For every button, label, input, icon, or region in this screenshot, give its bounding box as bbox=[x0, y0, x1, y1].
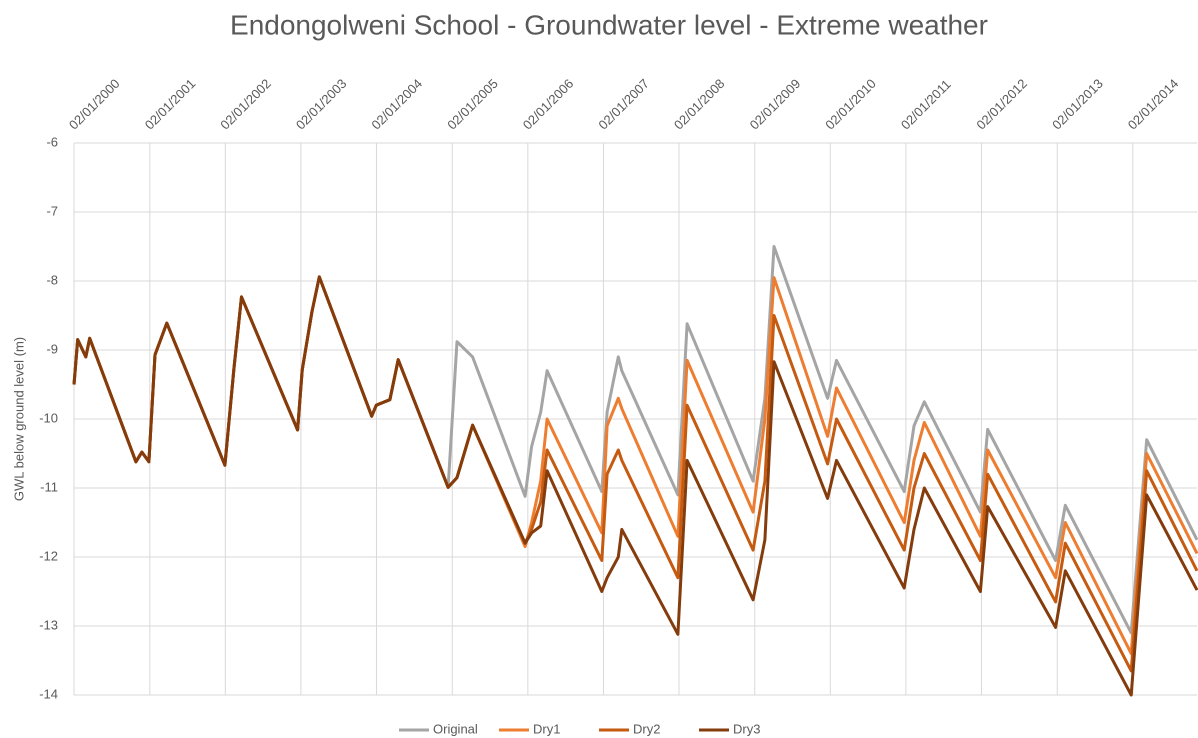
x-tick-label: 02/01/2000 bbox=[66, 76, 123, 133]
y-tick-label: -12 bbox=[39, 548, 58, 563]
y-tick-label: -13 bbox=[39, 617, 58, 632]
x-tick-label: 02/01/2012 bbox=[973, 76, 1030, 133]
x-tick-label: 02/01/2008 bbox=[671, 76, 728, 133]
series-line bbox=[72, 275, 1198, 697]
x-tick-label: 02/01/2010 bbox=[822, 76, 879, 133]
y-tick-label: -9 bbox=[46, 341, 58, 356]
x-tick-label: 02/01/2002 bbox=[217, 76, 274, 133]
legend-label: Dry3 bbox=[733, 721, 760, 736]
y-axis-title: GWL below ground level (m) bbox=[11, 337, 26, 501]
y-tick-label: -14 bbox=[39, 686, 58, 701]
x-tick-label: 02/01/2003 bbox=[293, 76, 350, 133]
y-tick-label: -8 bbox=[46, 272, 58, 287]
legend-label: Dry2 bbox=[633, 721, 660, 736]
x-tick-label: 02/01/2014 bbox=[1125, 76, 1182, 133]
y-tick-label: -11 bbox=[40, 479, 58, 494]
legend-label: Original bbox=[433, 721, 478, 736]
y-tick-label: -7 bbox=[46, 203, 58, 218]
series-line bbox=[72, 275, 1198, 673]
chart-title: Endongolweni School - Groundwater level … bbox=[230, 9, 988, 40]
x-tick-label: 02/01/2011 bbox=[898, 77, 954, 133]
y-tick-label: -10 bbox=[39, 410, 58, 425]
x-tick-label: 02/01/2005 bbox=[444, 76, 501, 133]
x-tick-label: 02/01/2006 bbox=[520, 76, 577, 133]
series-line bbox=[72, 275, 1198, 656]
x-tick-label: 02/01/2013 bbox=[1049, 76, 1106, 133]
x-tick-label: 02/01/2004 bbox=[368, 76, 425, 133]
x-tick-label: 02/01/2007 bbox=[595, 76, 652, 133]
x-tick-label: 02/01/2001 bbox=[142, 76, 199, 133]
legend-label: Dry1 bbox=[533, 721, 560, 736]
x-tick-label: 02/01/2009 bbox=[747, 76, 804, 133]
y-tick-label: -6 bbox=[46, 134, 58, 149]
